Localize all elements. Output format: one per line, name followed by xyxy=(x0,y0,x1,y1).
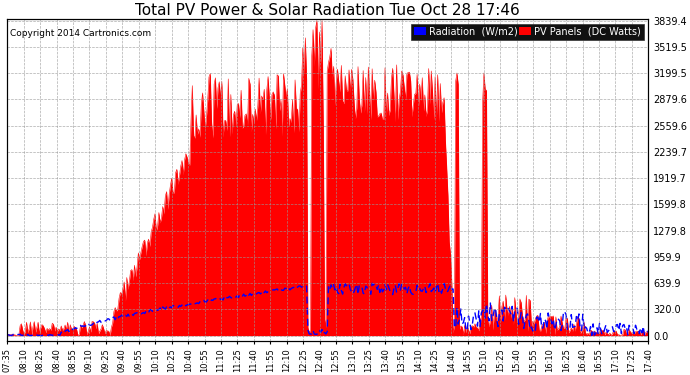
Text: Copyright 2014 Cartronics.com: Copyright 2014 Cartronics.com xyxy=(10,28,152,38)
Title: Total PV Power & Solar Radiation Tue Oct 28 17:46: Total PV Power & Solar Radiation Tue Oct… xyxy=(135,3,520,18)
Legend: Radiation  (W/m2), PV Panels  (DC Watts): Radiation (W/m2), PV Panels (DC Watts) xyxy=(411,24,644,40)
